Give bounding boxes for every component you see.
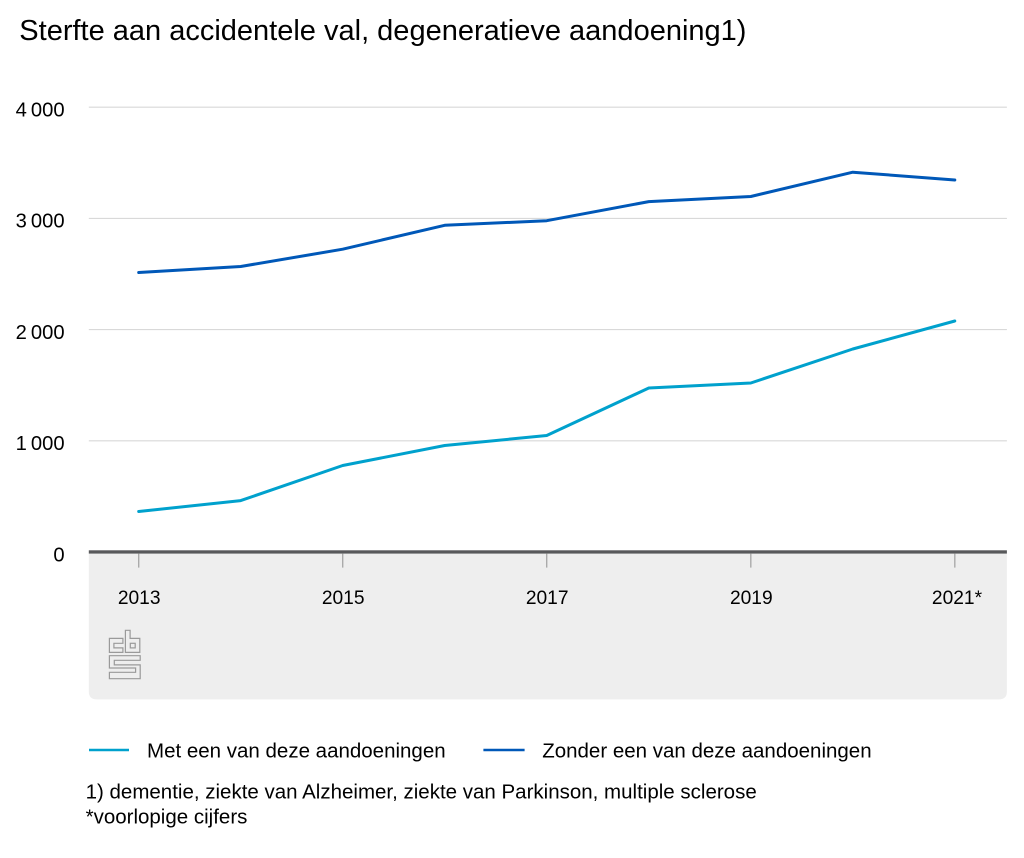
svg-text:3 000: 3 000 (16, 211, 65, 233)
svg-text:1) dementie, ziekte van Alzhei: 1) dementie, ziekte van Alzheimer, ziekt… (86, 781, 757, 804)
svg-text:4 000: 4 000 (16, 100, 65, 122)
svg-text:2017: 2017 (526, 588, 569, 609)
svg-text:2021*: 2021* (932, 588, 983, 609)
svg-text:2 000: 2 000 (16, 322, 65, 344)
svg-text:*voorlopige cijfers: *voorlopige cijfers (86, 805, 248, 828)
svg-text:2019: 2019 (730, 588, 773, 609)
svg-text:1 000: 1 000 (16, 433, 65, 455)
svg-text:2013: 2013 (118, 588, 161, 609)
svg-text:Sterfte aan accidentele val, d: Sterfte aan accidentele val, degeneratie… (19, 15, 746, 47)
svg-text:Met een van deze aandoeningen: Met een van deze aandoeningen (147, 740, 446, 763)
svg-text:Zonder een van deze aandoening: Zonder een van deze aandoeningen (542, 740, 871, 763)
svg-text:0: 0 (53, 544, 64, 566)
svg-text:2015: 2015 (322, 588, 365, 609)
